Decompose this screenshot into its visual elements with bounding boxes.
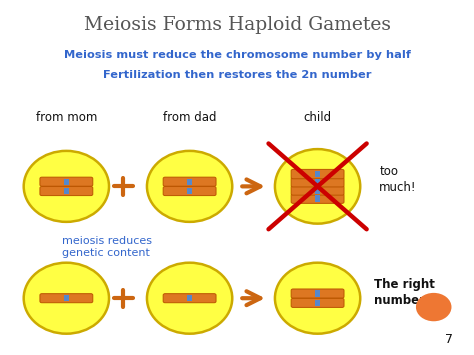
FancyBboxPatch shape: [40, 294, 93, 303]
Ellipse shape: [24, 151, 109, 222]
Bar: [315, 195, 320, 202]
Text: Meiosis Forms Haploid Gametes: Meiosis Forms Haploid Gametes: [83, 16, 391, 34]
Bar: [64, 179, 69, 185]
Ellipse shape: [275, 263, 360, 334]
Ellipse shape: [275, 149, 360, 224]
FancyBboxPatch shape: [291, 289, 344, 298]
FancyBboxPatch shape: [40, 186, 93, 196]
Ellipse shape: [147, 151, 232, 222]
FancyBboxPatch shape: [291, 298, 344, 307]
Bar: [315, 187, 320, 194]
Bar: [187, 179, 192, 185]
Bar: [187, 295, 192, 301]
Ellipse shape: [416, 293, 451, 321]
Ellipse shape: [24, 263, 109, 334]
FancyBboxPatch shape: [291, 169, 344, 179]
Bar: [315, 179, 320, 186]
FancyBboxPatch shape: [291, 186, 344, 195]
Text: child: child: [303, 111, 332, 124]
Bar: [64, 295, 69, 301]
Text: Fertilization then restores the 2n number: Fertilization then restores the 2n numbe…: [103, 70, 371, 80]
Bar: [187, 188, 192, 194]
Text: meiosis reduces
genetic content: meiosis reduces genetic content: [62, 236, 152, 258]
FancyBboxPatch shape: [163, 177, 216, 186]
FancyBboxPatch shape: [163, 186, 216, 196]
Text: from mom: from mom: [36, 111, 97, 124]
Bar: [315, 171, 320, 178]
Ellipse shape: [147, 263, 232, 334]
Bar: [315, 300, 320, 306]
Text: The right
number!: The right number!: [374, 278, 435, 307]
Text: too
much!: too much!: [379, 165, 417, 194]
Text: 7: 7: [445, 333, 453, 346]
Text: Meiosis must reduce the chromosome number by half: Meiosis must reduce the chromosome numbe…: [64, 50, 410, 60]
FancyBboxPatch shape: [40, 177, 93, 186]
Bar: [315, 290, 320, 297]
Text: from dad: from dad: [163, 111, 216, 124]
FancyBboxPatch shape: [291, 194, 344, 203]
FancyBboxPatch shape: [291, 178, 344, 187]
Bar: [64, 188, 69, 194]
FancyBboxPatch shape: [163, 294, 216, 303]
